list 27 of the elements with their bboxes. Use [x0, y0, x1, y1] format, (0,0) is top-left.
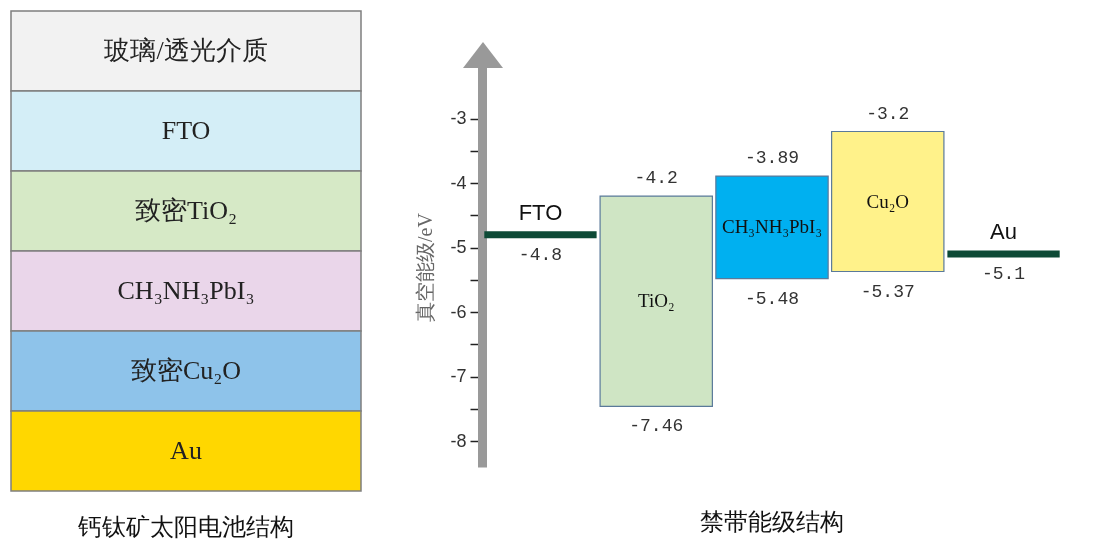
x-tick-label: CH₃NH₃PbI₃ — [721, 216, 823, 238]
text: 钙钛矿太阳电池结构 — [77, 513, 294, 540]
annotation: -5.37 — [860, 281, 915, 302]
category-label: 致密TiO₂ — [134, 196, 238, 225]
annotation: -3.89 — [744, 148, 800, 169]
category-label: 致密Cu₂O — [130, 356, 242, 385]
category-label: FTO — [161, 116, 211, 145]
x-tick-label: TiO₂ — [637, 290, 675, 312]
category-label: 玻璃/透光介质 — [104, 36, 268, 65]
x-tick-label: Cu₂O — [866, 190, 910, 212]
y-axis-title: 真空能级/eV — [414, 212, 437, 322]
y-tick-label: -6 — [450, 301, 467, 322]
category-label: CH₃NH₃PbI₃ — [117, 276, 255, 305]
category-label: Au — [170, 436, 202, 465]
x-tick-label: FTO — [518, 199, 563, 225]
y-tick-label: -7 — [450, 366, 467, 387]
text: 禁带能级结构 — [700, 509, 844, 535]
y-tick-label: -3 — [450, 108, 467, 129]
y-tick-label: -5 — [450, 237, 467, 258]
annotation: -4.2 — [634, 168, 678, 189]
annotation: -7.46 — [629, 416, 684, 437]
annotation: -4.8 — [518, 244, 563, 265]
y-tick-label: -8 — [450, 430, 467, 451]
annotation: -5.1 — [981, 264, 1026, 285]
y-tick-label: -4 — [450, 172, 467, 193]
annotation: -5.48 — [744, 288, 800, 309]
annotation: -3.2 — [866, 103, 910, 124]
